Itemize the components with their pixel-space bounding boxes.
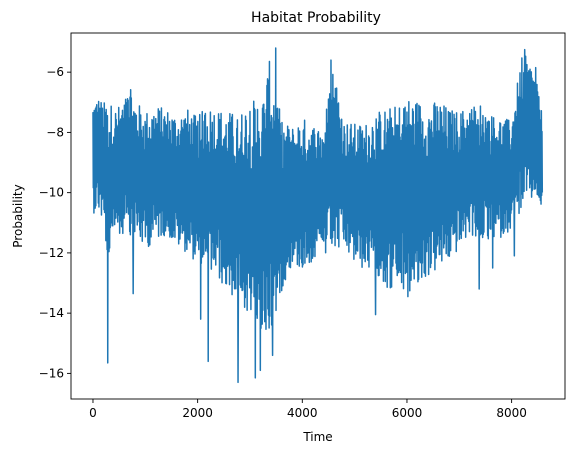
y-axis-label: Probability (11, 184, 25, 247)
y-tick-label: −12 (39, 246, 64, 260)
y-tick-label: −16 (39, 366, 64, 380)
x-tick-label: 8000 (496, 406, 527, 420)
chart-title: Habitat Probability (251, 10, 381, 26)
x-axis-label: Time (302, 430, 332, 444)
x-tick-label: 6000 (392, 406, 423, 420)
y-tick-label: −14 (39, 306, 64, 320)
x-tick-label: 4000 (287, 406, 318, 420)
y-tick-label: −6 (46, 65, 64, 79)
y-tick-label: −8 (46, 125, 64, 139)
x-tick-label: 0 (89, 406, 97, 420)
x-tick-label: 2000 (182, 406, 213, 420)
y-tick-label: −10 (39, 186, 64, 200)
